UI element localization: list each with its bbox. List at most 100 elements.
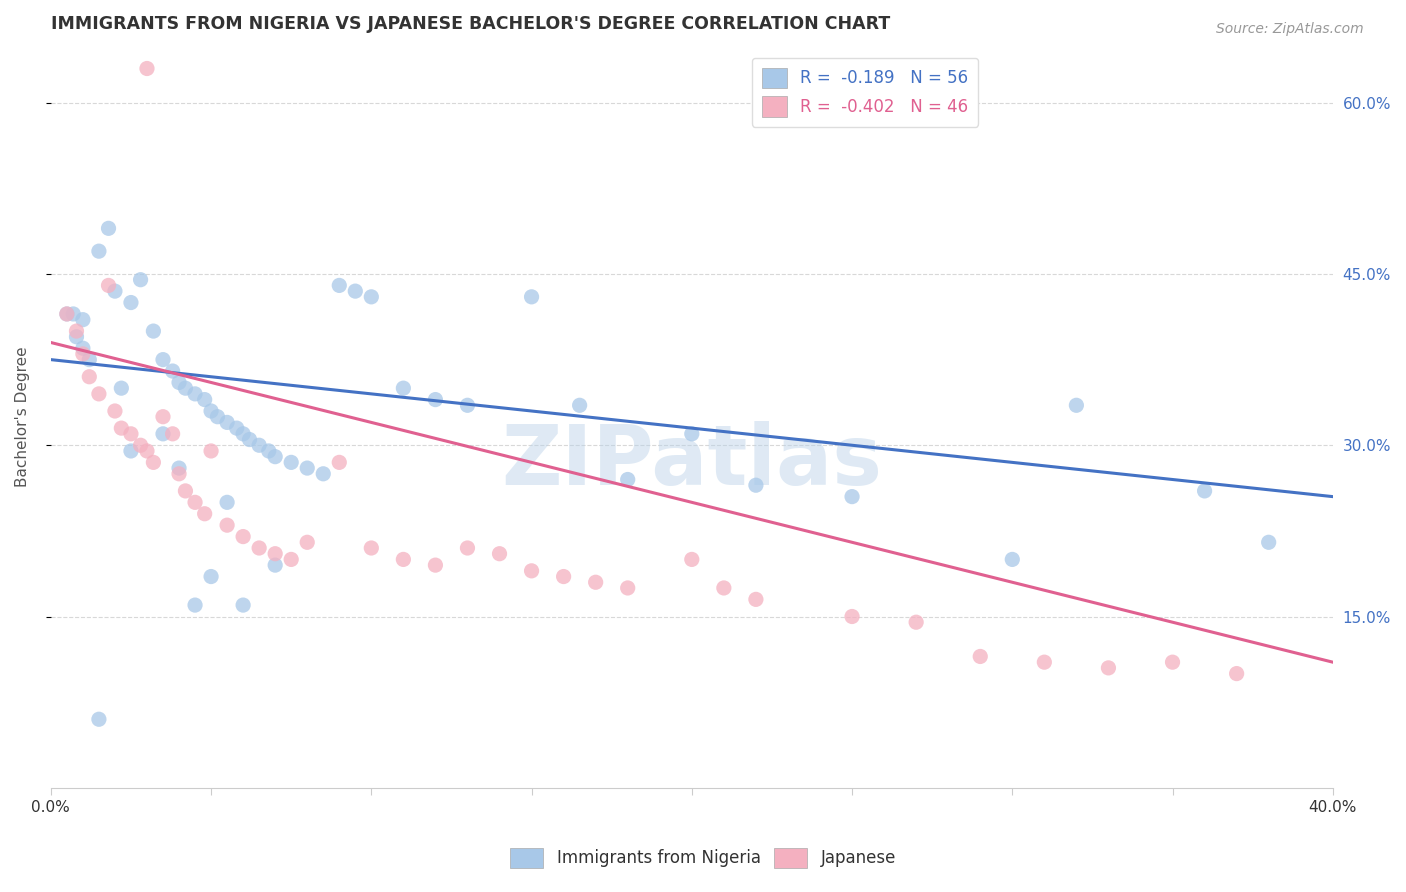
Legend: Immigrants from Nigeria, Japanese: Immigrants from Nigeria, Japanese — [503, 841, 903, 875]
Point — [1033, 655, 1056, 669]
Point — [194, 392, 217, 407]
Text: Source: ZipAtlas.com: Source: ZipAtlas.com — [1216, 22, 1364, 37]
Point — [344, 284, 367, 298]
Point — [152, 409, 174, 424]
Point — [392, 381, 415, 395]
Point — [87, 244, 110, 259]
Point — [264, 558, 287, 573]
Point — [110, 381, 132, 395]
Point — [120, 426, 142, 441]
Point — [72, 341, 94, 355]
Point — [167, 461, 190, 475]
Point — [110, 421, 132, 435]
Point — [207, 409, 229, 424]
Point — [129, 438, 152, 452]
Point — [745, 592, 768, 607]
Point — [136, 444, 159, 458]
Point — [616, 473, 638, 487]
Point — [264, 547, 287, 561]
Point — [174, 483, 197, 498]
Point — [585, 575, 607, 590]
Point — [217, 416, 239, 430]
Point — [841, 490, 863, 504]
Point — [905, 615, 928, 630]
Point — [184, 387, 207, 401]
Point — [616, 581, 638, 595]
Point — [162, 426, 184, 441]
Point — [65, 324, 87, 338]
Point — [56, 307, 79, 321]
Point — [297, 535, 319, 549]
Point — [104, 284, 127, 298]
Point — [142, 324, 165, 338]
Point — [264, 450, 287, 464]
Point — [745, 478, 768, 492]
Point — [969, 649, 991, 664]
Point — [360, 290, 382, 304]
Point — [225, 421, 247, 435]
Point — [247, 541, 270, 555]
Legend: R =  -0.189   N = 56, R =  -0.402   N = 46: R = -0.189 N = 56, R = -0.402 N = 46 — [752, 58, 979, 127]
Point — [1226, 666, 1249, 681]
Point — [152, 352, 174, 367]
Point — [167, 467, 190, 481]
Point — [232, 530, 254, 544]
Point — [1066, 398, 1088, 412]
Y-axis label: Bachelor's Degree: Bachelor's Degree — [15, 346, 30, 487]
Point — [184, 598, 207, 612]
Point — [456, 398, 478, 412]
Point — [238, 433, 260, 447]
Point — [79, 369, 101, 384]
Point — [1194, 483, 1216, 498]
Point — [72, 312, 94, 326]
Point — [247, 438, 270, 452]
Point — [97, 278, 120, 293]
Point — [174, 381, 197, 395]
Point — [360, 541, 382, 555]
Point — [129, 273, 152, 287]
Point — [425, 392, 447, 407]
Point — [681, 552, 703, 566]
Point — [87, 712, 110, 726]
Point — [520, 564, 543, 578]
Point — [257, 444, 280, 458]
Point — [1097, 661, 1119, 675]
Point — [232, 598, 254, 612]
Text: ZIPatlas: ZIPatlas — [502, 421, 883, 501]
Point — [520, 290, 543, 304]
Point — [553, 569, 575, 583]
Point — [568, 398, 591, 412]
Point — [62, 307, 84, 321]
Point — [1161, 655, 1184, 669]
Point — [162, 364, 184, 378]
Point — [120, 295, 142, 310]
Point — [65, 330, 87, 344]
Point — [194, 507, 217, 521]
Point — [72, 347, 94, 361]
Point — [184, 495, 207, 509]
Point — [217, 518, 239, 533]
Point — [328, 455, 350, 469]
Point — [200, 404, 222, 418]
Point — [56, 307, 79, 321]
Point — [425, 558, 447, 573]
Point — [312, 467, 335, 481]
Point — [232, 426, 254, 441]
Point — [280, 455, 302, 469]
Point — [681, 426, 703, 441]
Point — [280, 552, 302, 566]
Point — [841, 609, 863, 624]
Point — [79, 352, 101, 367]
Text: IMMIGRANTS FROM NIGERIA VS JAPANESE BACHELOR'S DEGREE CORRELATION CHART: IMMIGRANTS FROM NIGERIA VS JAPANESE BACH… — [51, 15, 890, 33]
Point — [1257, 535, 1279, 549]
Point — [87, 387, 110, 401]
Point — [167, 376, 190, 390]
Point — [97, 221, 120, 235]
Point — [1001, 552, 1024, 566]
Point — [217, 495, 239, 509]
Point — [152, 426, 174, 441]
Point — [456, 541, 478, 555]
Point — [200, 569, 222, 583]
Point — [297, 461, 319, 475]
Point — [104, 404, 127, 418]
